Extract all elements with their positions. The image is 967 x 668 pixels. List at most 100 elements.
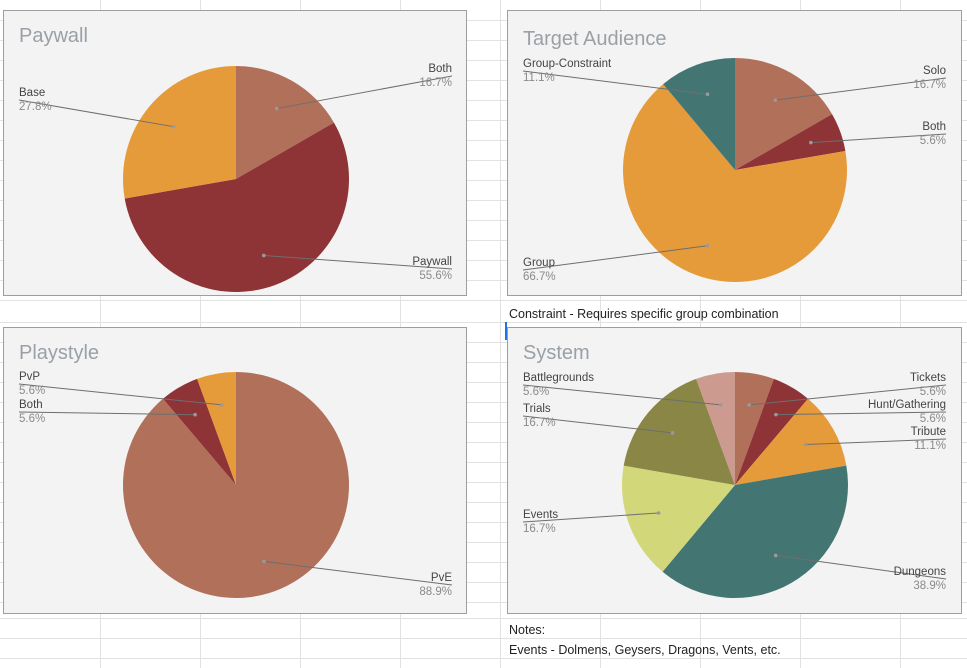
leader-dot-both <box>274 106 279 111</box>
leader-line-battlegrounds <box>522 384 721 406</box>
pie-slice-both[interactable] <box>162 378 236 485</box>
slice-label-hunt-gathering: Hunt/Gathering <box>868 399 946 411</box>
slice-label-group: Group <box>523 257 555 269</box>
leader-lines <box>522 70 947 271</box>
leader-lines <box>522 384 947 580</box>
leader-line-events <box>522 512 659 523</box>
slice-percent-trials: 16.7% <box>523 417 556 429</box>
slice-label-battlegrounds: Battlegrounds <box>523 372 594 384</box>
pie-slice-battlegrounds[interactable] <box>696 372 735 485</box>
slice-label-pvp: PvP <box>19 371 40 383</box>
slice-percent-hunt-gathering: 5.6% <box>920 413 946 425</box>
slice-label-pve: PvE <box>431 572 452 584</box>
slice-percent-battlegrounds: 5.6% <box>523 386 549 398</box>
leader-dot-pvp <box>219 403 224 407</box>
pie-slice-pvp[interactable] <box>197 372 236 485</box>
leader-dot-solo <box>773 98 778 102</box>
leader-dot-trials <box>670 431 675 435</box>
slice-percent-group-constraint: 11.1% <box>523 72 555 84</box>
pie-slices <box>122 372 349 598</box>
slice-percent-both: 5.6% <box>19 413 45 425</box>
leader-dot-base <box>171 124 176 129</box>
slice-label-dungeons: Dungeons <box>894 566 947 578</box>
pie-slice-dungeons[interactable] <box>662 465 848 598</box>
pie-slice-group-constraint[interactable] <box>663 58 735 170</box>
leader-dot-pve <box>262 559 266 564</box>
pie-chart-system-svg: SystemTickets5.6%Hunt/Gathering5.6%Tribu… <box>522 342 947 598</box>
slice-percent-pve: 88.9% <box>419 586 452 598</box>
slice-label-solo: Solo <box>923 65 946 77</box>
slice-percent-both: 16.7% <box>419 77 452 89</box>
slice-percent-base: 27.8% <box>19 101 52 113</box>
leader-line-pve <box>263 560 453 586</box>
pie-slice-group[interactable] <box>623 84 848 282</box>
pie-chart-playstyle-svg: Playstyle PvE 88.9% Both 5.6% PvP 5.6% <box>18 342 453 598</box>
leader-line-both <box>18 411 196 416</box>
slice-percent-pvp: 5.6% <box>19 385 45 397</box>
note-constraint[interactable]: Constraint - Requires specific group com… <box>509 307 779 321</box>
slice-percent-dungeons: 38.9% <box>913 580 946 592</box>
pie-chart-paywall[interactable]: Paywall Both 16.7% Paywall 55.6% Base 27.8% <box>3 10 467 296</box>
pie-chart-playstyle[interactable]: Playstyle PvE 88.9% Both 5.6% PvP 5.6% <box>3 327 467 614</box>
pie-slice-pve[interactable] <box>122 372 349 598</box>
pie-slice-hunt-gathering[interactable] <box>735 378 808 485</box>
leader-dot-group-constraint <box>705 92 710 96</box>
leader-line-group-constraint <box>522 70 708 95</box>
leader-dot-hunt-gathering <box>774 412 778 417</box>
pie-chart-target-audience-svg: Target Audience Solo 16.7% Both 5.6% Group 66.… <box>522 28 947 283</box>
slice-label-both: Both <box>428 63 452 75</box>
leader-line-trials <box>522 415 673 434</box>
leader-line-dungeons <box>775 554 947 580</box>
leader-line-hunt-gathering <box>775 411 947 416</box>
leader-dot-paywall <box>261 253 266 258</box>
chart-title: Target Audience <box>523 28 666 50</box>
slice-label-trials: Trials <box>523 403 551 415</box>
leader-line-tickets <box>749 384 947 406</box>
slice-percent-tribute: 11.1% <box>914 440 946 452</box>
chart-title: Playstyle <box>19 342 99 364</box>
leader-dot-group <box>705 243 710 248</box>
leader-dot-tickets <box>747 403 752 407</box>
chart-title: System <box>523 342 590 364</box>
pie-slices <box>623 58 848 282</box>
pie-slice-events[interactable] <box>622 465 735 572</box>
slice-percent-both: 5.6% <box>920 135 946 147</box>
pie-slice-base[interactable] <box>123 66 236 199</box>
pie-slice-solo[interactable] <box>735 58 833 170</box>
pie-chart-target-audience[interactable]: Target Audience Solo 16.7% Both 5.6% Group 66.… <box>507 10 962 296</box>
slice-label-group-constraint: Group-Constraint <box>523 58 612 70</box>
active-cell-cursor <box>505 322 507 340</box>
leader-line-both <box>276 75 453 110</box>
note-events[interactable]: Events - Dolmens, Geysers, Dragons, Vent… <box>509 643 781 657</box>
leader-line-paywall <box>263 254 453 270</box>
leader-line-solo <box>775 77 947 101</box>
pie-chart-paywall-svg: Paywall Both 16.7% Paywall 55.6% Base 27.8% <box>18 25 453 292</box>
pie-chart-system[interactable]: System Tickets 5.6% Hunt/Gathering 5.6% Tribu… <box>507 327 962 614</box>
leader-line-tribute <box>805 438 947 446</box>
leader-line-both <box>810 133 947 144</box>
pie-slice-paywall[interactable] <box>124 122 350 292</box>
leader-lines <box>18 383 453 586</box>
leader-line-base <box>18 99 174 128</box>
notes-label[interactable]: Notes: <box>509 623 546 637</box>
pie-slice-tickets[interactable] <box>735 372 774 485</box>
leader-dot-battlegrounds <box>718 403 723 407</box>
chart-title: Paywall <box>19 25 88 47</box>
pie-slices <box>123 66 350 292</box>
leader-dot-both <box>193 412 197 417</box>
pie-slice-both[interactable] <box>735 114 846 170</box>
slice-percent-group: 66.7% <box>523 271 556 283</box>
slice-label-tribute: Tribute <box>911 426 946 438</box>
slice-percent-paywall: 55.6% <box>419 270 452 282</box>
leader-lines <box>18 75 453 270</box>
pie-slice-tribute[interactable] <box>735 398 847 485</box>
pie-slice-trials[interactable] <box>623 378 735 485</box>
pie-slice-both[interactable] <box>236 66 334 179</box>
slice-label-base: Base <box>19 87 45 99</box>
leader-dot-tribute <box>803 442 808 447</box>
leader-dot-events <box>656 511 661 515</box>
slice-label-events: Events <box>523 509 558 521</box>
leader-dot-dungeons <box>773 553 778 558</box>
slice-label-both: Both <box>19 399 43 411</box>
